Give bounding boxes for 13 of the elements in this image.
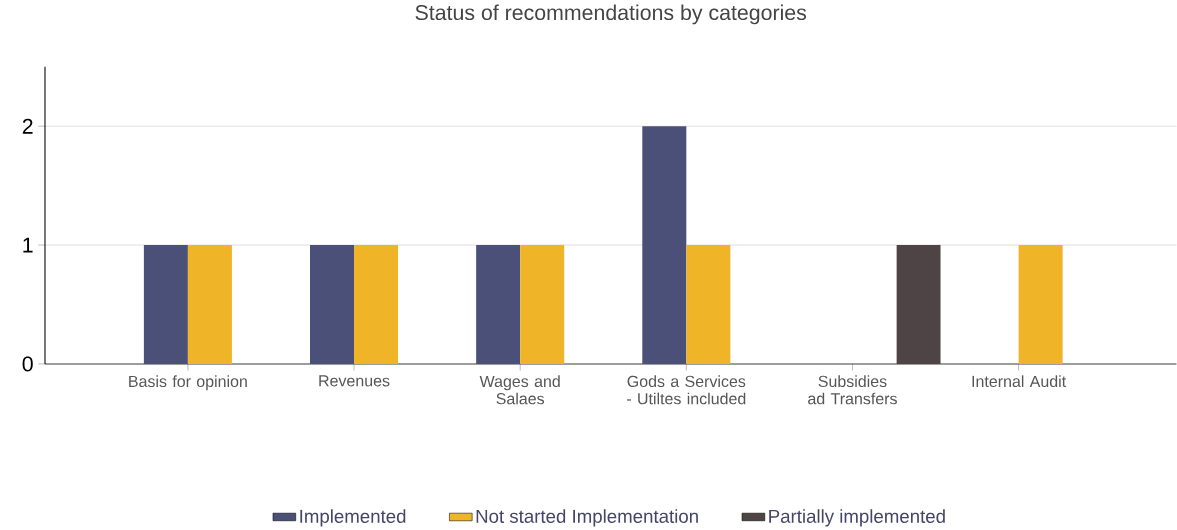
legend-label: Implemented [300, 509, 406, 527]
legend-label: Not started Implementation [476, 509, 698, 527]
x-tick-label: Gods a Services - Utiltes included [627, 375, 746, 405]
legend-label: Partially implemented [769, 509, 945, 527]
x-tick-label: Internal Audit [972, 375, 1067, 388]
y-tick-label: 1 [23, 237, 33, 253]
x-tick-label: Subsidies ad Transfers [808, 375, 897, 405]
chart-title: Status of recommendations by categories [415, 4, 807, 25]
x-tick-label: Wages and Salaes [479, 375, 560, 405]
x-tick-label: Basis for opinion [129, 375, 247, 391]
y-tick-label: 0 [22, 356, 33, 372]
x-tick-label: Revenues [319, 375, 390, 387]
y-tick-label: 2 [22, 118, 33, 134]
